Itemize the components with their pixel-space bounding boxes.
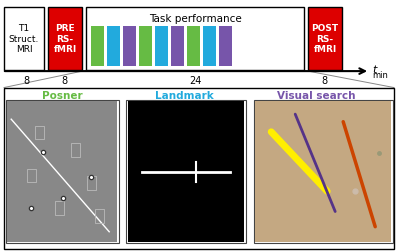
Text: PRE
RS-
fMRI: PRE RS- fMRI [53,24,77,54]
Bar [128,102,244,242]
Bar [7,102,117,242]
Bar [187,26,200,67]
Bar [35,126,44,140]
Text: POST
RS-
fMRI: POST RS- fMRI [312,24,338,54]
Text: T1
Struct.
MRI: T1 Struct. MRI [9,24,39,54]
Bar [91,26,104,67]
Text: Landmark: Landmark [155,91,213,101]
Bar [308,8,342,71]
Bar [155,26,168,67]
Bar [126,101,246,243]
Bar [48,8,82,71]
Bar [27,169,36,183]
Bar [86,8,304,71]
Bar [55,202,64,215]
Bar [123,26,136,67]
Bar [6,101,119,243]
Text: 8: 8 [322,76,328,86]
Bar [203,26,216,67]
Bar [255,102,391,242]
Text: 24: 24 [189,76,201,86]
Bar [219,26,232,67]
Text: min: min [372,71,388,80]
Bar [254,101,393,243]
Bar [139,26,152,67]
Text: Posner: Posner [42,91,82,101]
Bar [4,8,44,71]
Bar [107,26,120,67]
Text: t: t [372,64,376,74]
Bar [95,209,104,223]
Text: Visual search: Visual search [277,91,355,101]
Bar [71,144,80,158]
Text: 8: 8 [61,76,67,86]
Text: 8: 8 [23,76,29,86]
Bar [4,88,394,249]
Bar [87,176,96,190]
Text: Task performance: Task performance [149,14,241,24]
Bar [171,26,184,67]
